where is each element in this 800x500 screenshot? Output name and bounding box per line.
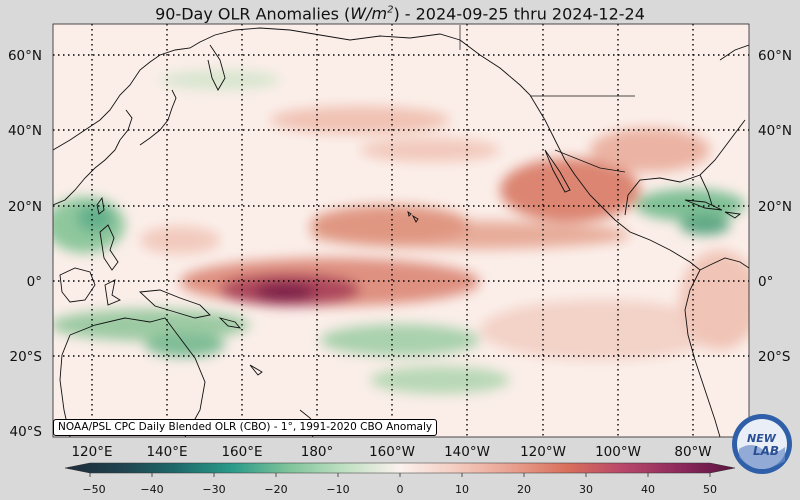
graticule bbox=[53, 24, 749, 437]
lon-label-160e: 160°E bbox=[221, 444, 262, 460]
lon-label-140e: 140°E bbox=[146, 444, 187, 460]
coastline-china-south bbox=[53, 139, 121, 206]
colorbar-tick-label: 50 bbox=[703, 483, 717, 496]
map-panel bbox=[53, 24, 749, 437]
lat-label-right-60n: 60°N bbox=[758, 48, 792, 64]
coastline-alaska bbox=[459, 39, 671, 251]
anomaly-negative-caribbean bbox=[635, 189, 745, 221]
lon-label-120e: 120°E bbox=[71, 444, 112, 460]
border-us-mexico bbox=[554, 149, 626, 173]
lat-label-right-20s: 20°S bbox=[758, 349, 791, 365]
title-suffix: ) - 2024-09-25 thru 2024-12-24 bbox=[393, 4, 645, 24]
lat-label-left-20s: 20°S bbox=[10, 349, 43, 365]
lat-label-right-0: 0° bbox=[758, 274, 773, 290]
lon-label-160w: 160°W bbox=[369, 444, 415, 460]
noaa-psl-logo-icon[interactable]: NEW LAB bbox=[731, 413, 793, 475]
title-unit: W/m2 bbox=[350, 4, 394, 24]
coastline-canada-east bbox=[719, 44, 749, 61]
map-title: 90-Day OLR Anomalies (W/m2) - 2024-09-25… bbox=[0, 0, 800, 25]
colorbar-tick-label: 30 bbox=[579, 483, 593, 496]
coastline-kamchatka bbox=[207, 44, 226, 91]
coastline-central-america bbox=[669, 249, 711, 271]
anomaly-negative-spcz bbox=[320, 324, 480, 356]
logo-text-top: NEW bbox=[747, 432, 777, 445]
colorbar-tick-label: −20 bbox=[264, 483, 287, 496]
coastline-east-asia bbox=[53, 27, 461, 151]
anomaly-negative-south-pacific bbox=[370, 366, 510, 394]
coastline-south-america-north bbox=[709, 257, 749, 269]
anomaly-positive-north-america bbox=[590, 128, 710, 172]
coastline-new-caledonia bbox=[249, 364, 263, 376]
anomaly-positive-south-america bbox=[680, 250, 749, 350]
anomaly-negative-north-pacific bbox=[160, 70, 280, 90]
coastline-philippines bbox=[99, 224, 119, 271]
lat-label-left-40s: 40°S bbox=[10, 424, 43, 440]
coastline-borneo bbox=[59, 267, 96, 303]
colorbar-tick-label: 0 bbox=[397, 483, 404, 496]
coastline-hispaniola bbox=[724, 211, 742, 219]
anomaly-negative-philippines-core bbox=[77, 204, 113, 232]
anomaly-negative-caribbean-core bbox=[680, 215, 730, 235]
anomaly-positive-core-inner bbox=[255, 283, 315, 301]
colorbar-bar bbox=[64, 462, 736, 474]
colorbar-tick-label: 10 bbox=[455, 483, 469, 496]
lat-label-right-40n: 40°N bbox=[758, 123, 792, 139]
coastlines bbox=[53, 25, 749, 437]
logo-text-bottom: LAB bbox=[753, 444, 779, 458]
coastline-taiwan bbox=[96, 196, 105, 215]
colorbar-tick-label: 20 bbox=[517, 483, 531, 496]
colorbar: −50 −40 −30 −20 −10 0 10 20 30 40 50 bbox=[64, 462, 736, 496]
colorbar-labels: −50 −40 −30 −20 −10 0 10 20 30 40 50 bbox=[82, 483, 717, 496]
colorbar-tick-label: −10 bbox=[326, 483, 349, 496]
colorbar-tick-label: −50 bbox=[82, 483, 105, 496]
lat-label-right-20n: 20°N bbox=[758, 199, 792, 215]
lat-label-left-60n: 60°N bbox=[8, 48, 42, 64]
coastline-new-guinea bbox=[138, 289, 211, 319]
lat-label-left-40n: 40°N bbox=[8, 123, 42, 139]
anomaly-field bbox=[53, 70, 749, 394]
anomaly-positive-central-pacific bbox=[310, 205, 470, 245]
lon-label-180: 180° bbox=[301, 444, 334, 460]
anomaly-positive-northwest-pacific bbox=[140, 226, 220, 254]
coastline-south-america bbox=[684, 269, 721, 437]
coastline-hawaii bbox=[407, 210, 419, 223]
anomaly-positive-south-pacific bbox=[480, 300, 720, 360]
coastline-australia bbox=[69, 317, 206, 437]
map-frame bbox=[52, 23, 750, 438]
anomaly-positive-north-pacific bbox=[270, 106, 450, 134]
colorbar-ticks bbox=[89, 473, 711, 477]
lon-label-100w: 100°W bbox=[595, 444, 641, 460]
latitude-labels-right: 60°N 40°N 20°N 0° 20°S bbox=[758, 48, 792, 365]
coastline-gulf-of-mexico bbox=[624, 119, 746, 216]
coastline-japan bbox=[139, 89, 177, 146]
coastline-baja bbox=[544, 149, 571, 193]
title-prefix: 90-Day OLR Anomalies ( bbox=[155, 4, 351, 24]
coastline-florida bbox=[699, 174, 713, 206]
colorbar-tick-label: −40 bbox=[140, 483, 163, 496]
data-source-credit: NOAA/PSL CPC Daily Blended OLR (CBO) - 1… bbox=[53, 419, 438, 436]
colorbar-tick-label: 40 bbox=[641, 483, 655, 496]
anomaly-positive-northeast-pacific bbox=[360, 138, 500, 162]
lat-label-left-20n: 20°N bbox=[8, 199, 42, 215]
colorbar-tick-label: −30 bbox=[202, 483, 225, 496]
lon-label-80w: 80°W bbox=[674, 444, 711, 460]
lon-label-140w: 140°W bbox=[444, 444, 490, 460]
lat-label-left-0: 0° bbox=[27, 274, 42, 290]
longitude-labels: 120°E 140°E 160°E 180° 160°W 140°W 120°W… bbox=[71, 444, 711, 460]
coastline-solomon bbox=[218, 317, 242, 329]
latitude-labels-left: 60°N 40°N 20°N 0° 20°S 40°S bbox=[8, 48, 42, 440]
lon-label-120w: 120°W bbox=[520, 444, 566, 460]
anomaly-negative-maritime bbox=[53, 309, 250, 341]
coastline-korea bbox=[119, 109, 133, 141]
